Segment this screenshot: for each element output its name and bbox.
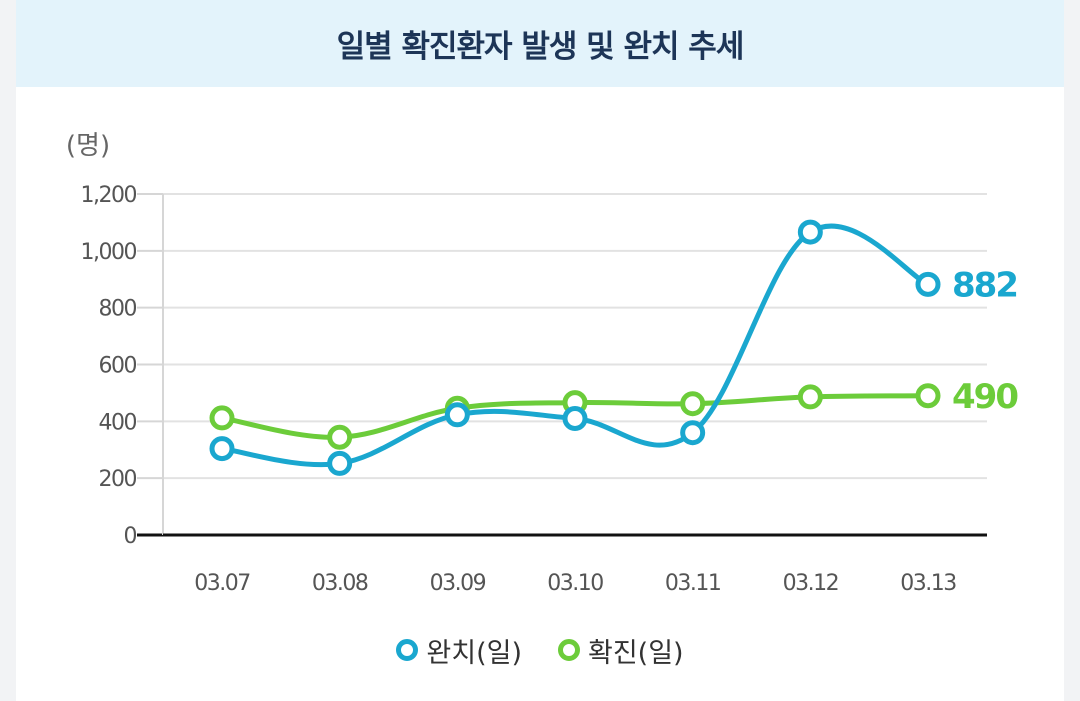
point-recovered-03.09 [444,402,470,428]
y-axis-unit-label: (명) [66,131,110,161]
x-tick-label-03.10: 03.10 [547,571,603,596]
point-recovered-03.13 [915,271,941,297]
y-tick-label-800: 800 [99,297,137,322]
line-chart: (명) 0 200 400 600 800 1,000 1,200 03.07 03.08 03.0… [66,131,1020,596]
point-confirmed-03.07 [209,405,235,431]
y-tick-label-200: 200 [99,467,137,492]
x-tick-label-03.13: 03.13 [900,571,956,596]
point-recovered-03.07 [209,436,235,462]
point-confirmed-03.11 [680,391,706,417]
legend-label-confirmed: 확진(일) [588,637,684,669]
legend-item-confirmed[interactable]: 확진(일) [558,631,684,670]
chart-card: 일별 확진환자 발생 및 완치 추세 [16,0,1064,701]
x-tick-label-03.12: 03.12 [783,571,838,596]
legend-label-recovered: 완치(일) [426,637,522,669]
chart-header: 일별 확진환자 발생 및 완치 추세 [16,0,1064,87]
y-tick-label-0: 0 [124,524,137,549]
point-recovered-03.08 [327,450,353,476]
y-tick-label-400: 400 [99,410,137,435]
x-tick-label-03.08: 03.08 [312,571,368,596]
point-confirmed-03.08 [327,424,353,450]
x-tick-label-03.07: 03.07 [194,571,250,596]
chart-title: 일별 확진환자 발생 및 완치 추세 [336,29,745,65]
point-confirmed-03.12 [797,384,823,410]
legend-swatch-confirmed-icon [558,639,580,661]
y-tick-label-600: 600 [99,354,137,379]
end-label-confirmed: 490 [952,377,1018,417]
legend-item-recovered[interactable]: 완치(일) [396,631,522,670]
y-tick-label-1200: 1,200 [81,183,137,208]
point-confirmed-03.13 [915,383,941,409]
end-label-recovered: 882 [952,265,1017,305]
chart-legend: 완치(일) 확진(일) [0,622,1080,678]
point-recovered-03.12 [797,219,823,245]
point-recovered-03.10 [562,405,588,431]
x-tick-label-03.09: 03.09 [430,571,486,596]
legend-swatch-recovered-icon [396,639,419,661]
x-tick-label-03.11: 03.11 [665,571,720,596]
y-tick-label-1000: 1,000 [81,240,137,265]
point-recovered-03.11 [680,420,706,446]
